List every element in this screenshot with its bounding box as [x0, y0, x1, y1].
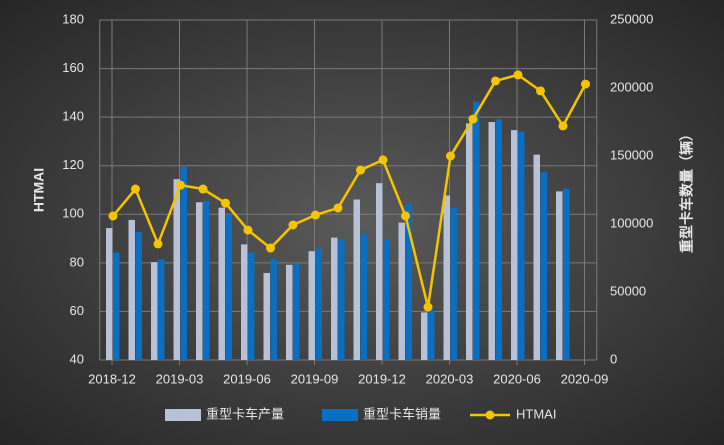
x-tick-label: 2018-12	[88, 371, 136, 386]
y-tick-label: 80	[70, 254, 84, 269]
line-marker	[221, 198, 230, 208]
bar	[518, 131, 525, 360]
line-marker	[536, 86, 545, 96]
bar	[151, 262, 158, 360]
line-marker	[513, 70, 523, 80]
bar	[106, 228, 113, 360]
y2-tick-label: 50000	[610, 283, 646, 298]
bar	[495, 119, 502, 360]
bar	[488, 122, 495, 360]
line-marker	[401, 211, 410, 221]
bar	[203, 200, 210, 360]
legend-label: HTMAI	[516, 406, 556, 421]
bar	[338, 238, 345, 360]
y-tick-label: 100	[62, 206, 84, 221]
line-marker	[491, 76, 500, 86]
y2-tick-label: 250000	[610, 11, 653, 26]
bar	[450, 207, 457, 360]
bar	[293, 263, 300, 360]
line-marker	[333, 203, 343, 213]
line-marker	[198, 184, 208, 194]
bar	[405, 203, 412, 360]
x-tick-label: 2020-06	[493, 371, 541, 386]
x-tick-label: 2020-03	[426, 371, 474, 386]
bar	[248, 252, 255, 360]
bar	[225, 214, 232, 360]
y-tick-label: 180	[62, 11, 84, 26]
bar	[128, 219, 135, 360]
line-marker	[446, 151, 455, 161]
bar	[556, 191, 563, 360]
x-tick-label: 2019-12	[358, 371, 406, 386]
bar	[135, 232, 142, 360]
line-marker	[558, 121, 568, 131]
bar	[376, 183, 383, 360]
line-marker	[176, 180, 185, 190]
bar	[270, 259, 277, 360]
legend-label: 重型卡车销量	[363, 406, 441, 421]
y-tick-label: 120	[62, 157, 84, 172]
bar	[218, 207, 225, 360]
bar	[466, 123, 473, 360]
legend-marker	[485, 410, 495, 420]
legend-swatch	[322, 409, 358, 421]
bar	[331, 237, 338, 360]
bar	[428, 309, 435, 360]
y2-tick-label: 0	[610, 351, 617, 366]
bar	[353, 199, 360, 360]
bar	[421, 312, 428, 360]
bar	[360, 233, 367, 360]
bar	[173, 179, 180, 360]
line-marker	[243, 225, 253, 235]
line-marker	[266, 243, 275, 253]
bar	[263, 272, 270, 360]
y-tick-label: 140	[62, 109, 84, 124]
bar	[196, 202, 203, 360]
bar	[398, 222, 405, 360]
x-tick-label: 2019-06	[223, 371, 271, 386]
y2-tick-label: 150000	[610, 147, 653, 162]
bar	[563, 188, 570, 360]
line-marker	[423, 302, 433, 312]
bar	[540, 172, 547, 360]
bar	[511, 130, 518, 360]
bar	[315, 248, 322, 360]
y2-axis-title: 重型卡车数量（辆）	[679, 127, 695, 253]
bar	[443, 195, 450, 360]
y-tick-label: 40	[70, 351, 84, 366]
bar	[180, 166, 187, 360]
legend-swatch	[165, 409, 201, 421]
line-marker	[311, 210, 320, 220]
line-marker	[378, 155, 388, 165]
line	[112, 73, 587, 308]
line-marker	[108, 211, 118, 221]
bar	[286, 264, 293, 360]
y-axis-title: HTMAI	[31, 168, 47, 212]
line-marker	[288, 220, 298, 230]
line-marker	[468, 114, 478, 124]
bar	[473, 101, 480, 360]
line-marker	[131, 184, 140, 194]
y2-tick-label: 100000	[610, 215, 653, 230]
bar	[308, 251, 315, 360]
bar	[241, 244, 248, 360]
bar	[383, 238, 390, 360]
bar	[533, 154, 540, 360]
legend-label: 重型卡车产量	[206, 406, 284, 421]
x-tick-label: 2019-09	[291, 371, 339, 386]
line-marker	[153, 239, 163, 249]
bar	[113, 252, 120, 360]
bar	[158, 259, 165, 360]
line-marker	[581, 79, 590, 89]
line-marker	[356, 165, 365, 175]
x-tick-label: 2020-09	[561, 371, 609, 386]
y-tick-label: 160	[62, 60, 84, 75]
y2-tick-label: 200000	[610, 79, 653, 94]
x-tick-label: 2019-03	[156, 371, 204, 386]
y-tick-label: 60	[70, 303, 84, 318]
